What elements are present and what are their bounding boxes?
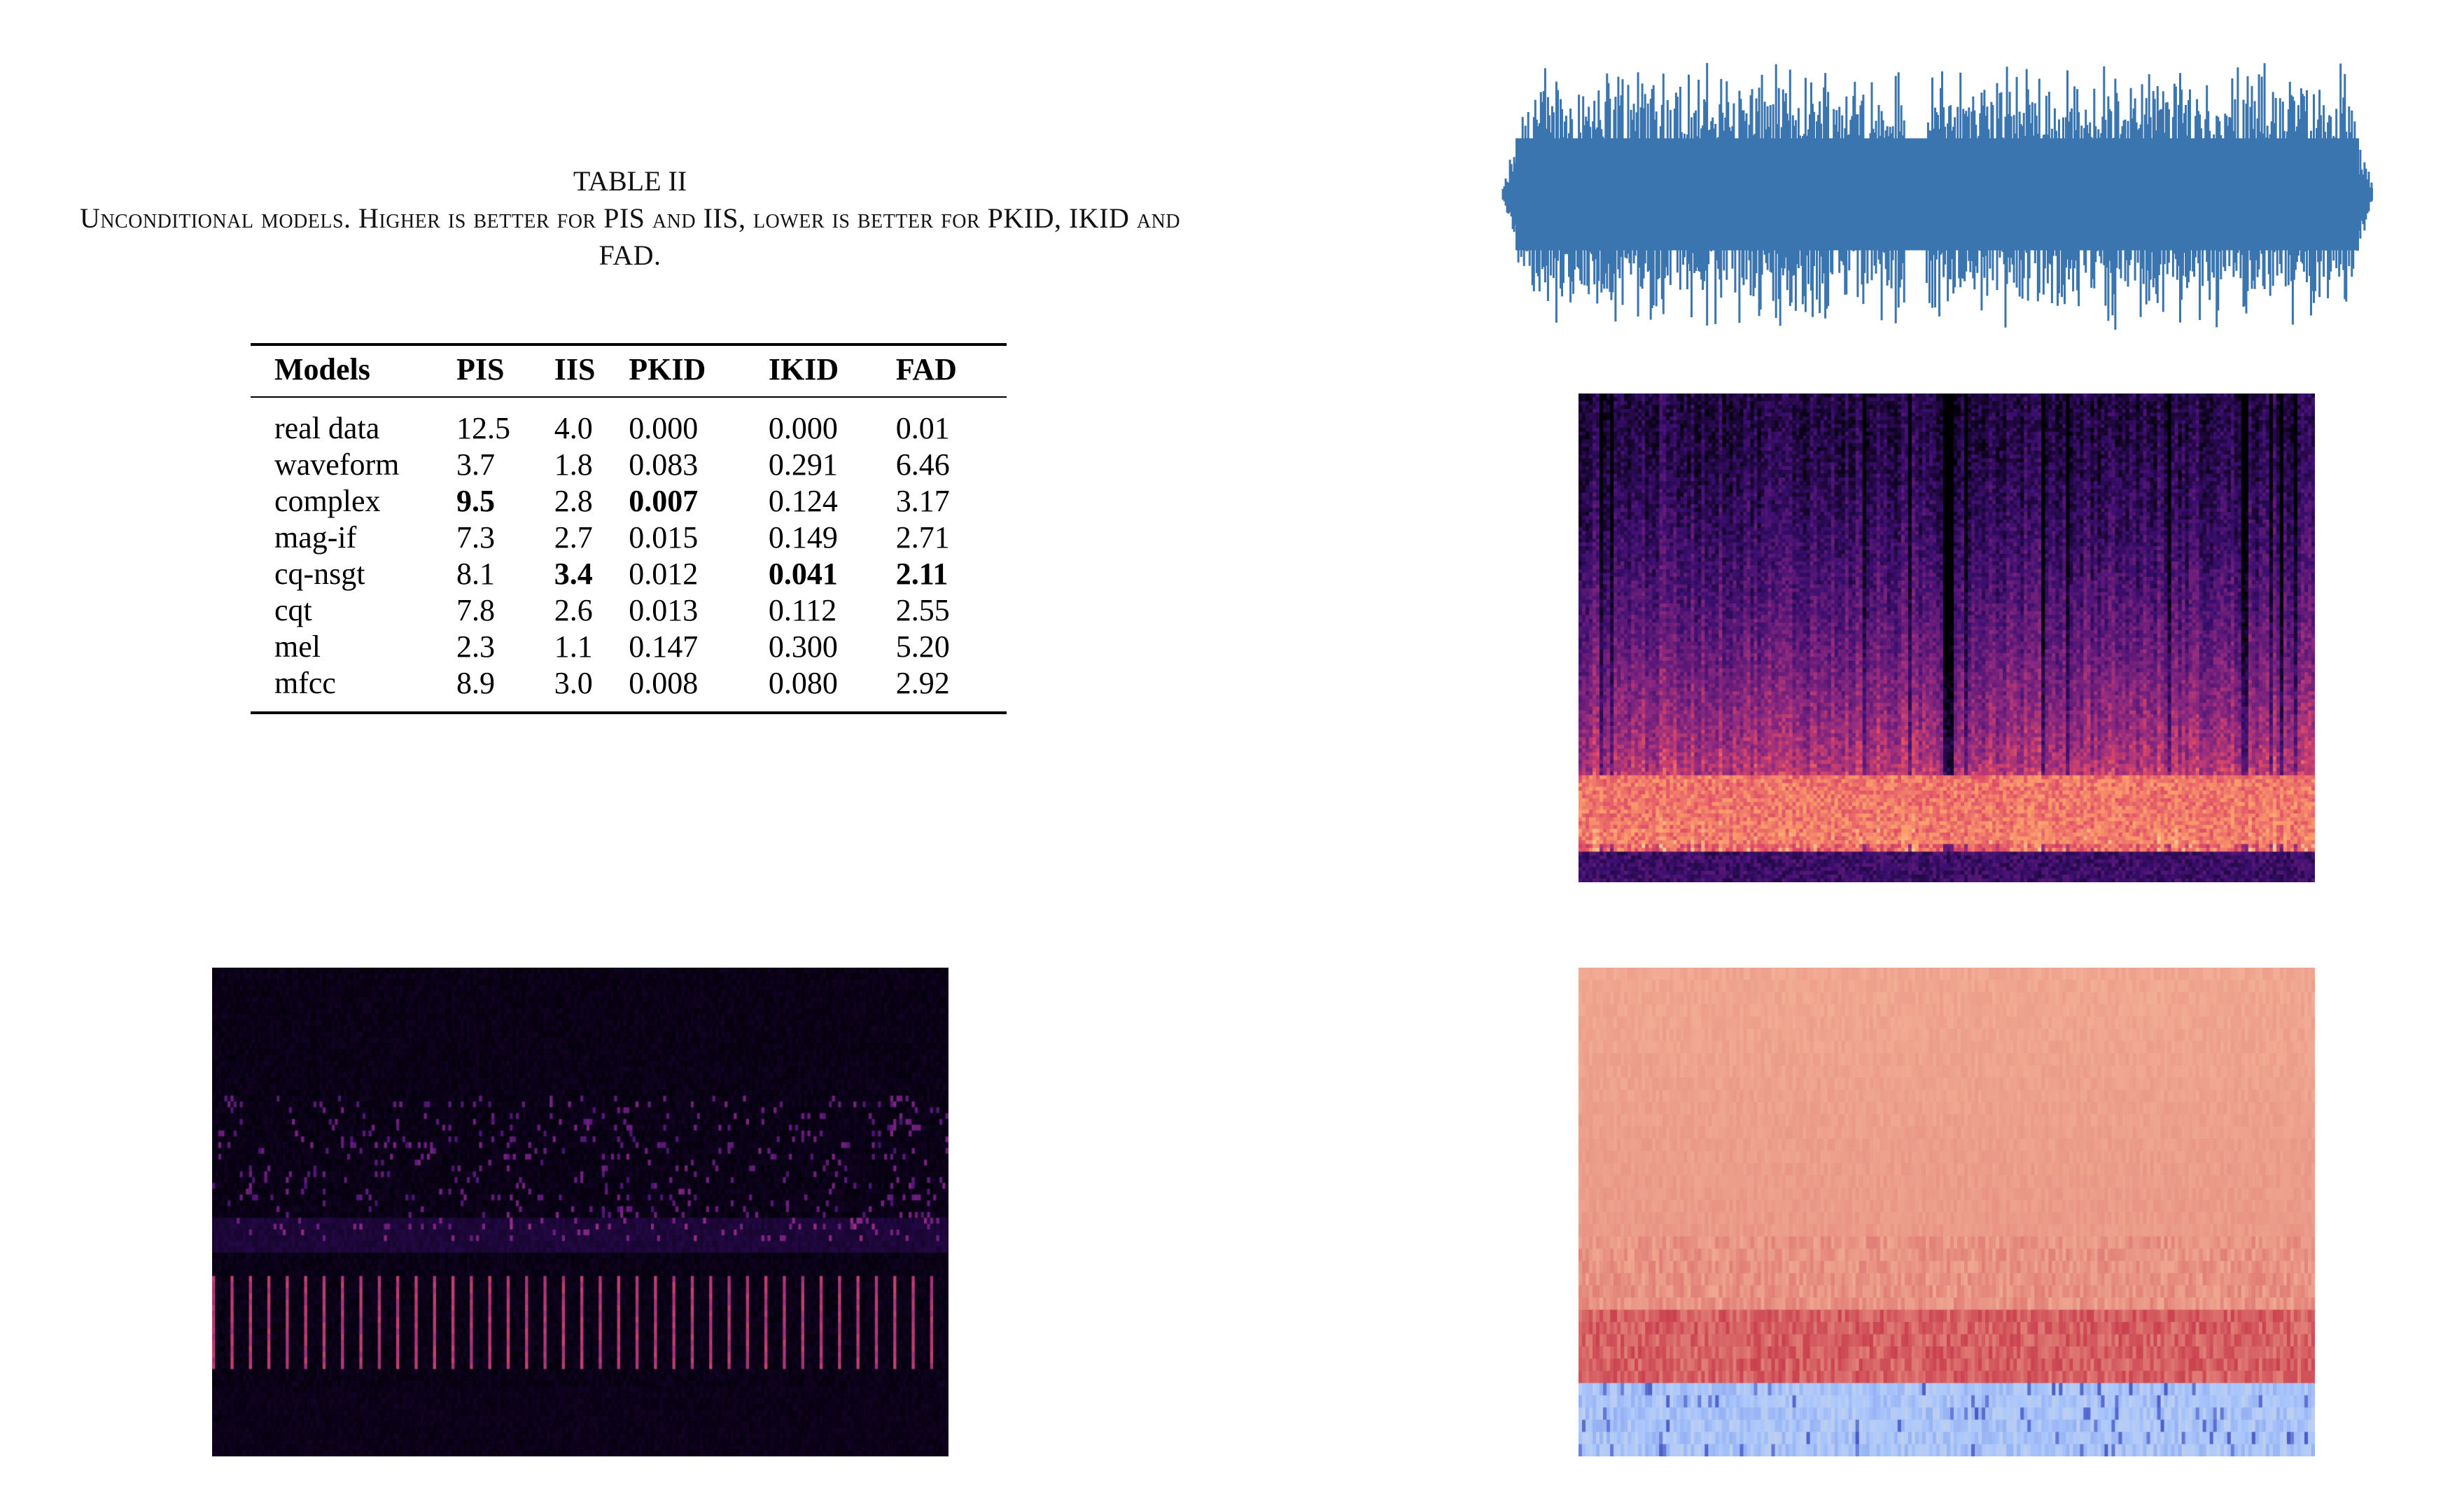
metric-cell: 0.008 [629, 665, 769, 714]
model-name-cell: mag-if [274, 520, 357, 555]
metric-cell: 1.1 [554, 629, 593, 664]
table-row: complex 9.5 2.8 0.007 0.124 3.17 [251, 483, 1007, 520]
table-row: mfcc 8.9 3.0 0.008 0.080 2.92 [251, 665, 1007, 714]
model-name-cell: mel [274, 629, 321, 664]
table-row: cqt 7.8 2.6 0.013 0.112 2.55 [251, 592, 1007, 629]
metric-cell: 0.000 [768, 411, 838, 445]
metric-cell: 2.7 [554, 520, 593, 555]
metric-cell: 0.012 [629, 557, 699, 591]
metric-cell: 8.1 [456, 557, 495, 591]
waveform-plot [1502, 63, 2373, 330]
metric-cell: 0.080 [768, 665, 896, 714]
table-caption: TABLE II Unconditional models. Higher is… [77, 162, 1183, 274]
metric-cell: 0.013 [629, 593, 699, 627]
metric-cell: 3.4 [554, 557, 593, 591]
table-row: real data 12.5 4.0 0.000 0.000 0.01 [251, 397, 1007, 447]
metric-cell: 0.000 [629, 411, 699, 445]
col-iis: IIS [554, 343, 629, 398]
table-row: mel 2.3 1.1 0.147 0.300 5.20 [251, 629, 1007, 665]
col-models: Models [251, 343, 456, 398]
results-table: Models PIS IIS PKID IKID FAD real data 12… [251, 343, 1007, 714]
metric-cell: 0.149 [768, 520, 838, 555]
cqt-spectrogram-image [212, 968, 948, 1456]
metric-cell: 0.015 [629, 520, 699, 555]
metric-cell: 2.92 [895, 665, 1007, 714]
metric-cell: 12.5 [456, 411, 510, 445]
col-ikid: IKID [768, 343, 896, 398]
metric-cell: 2.6 [554, 593, 593, 627]
model-name-cell: mfcc [251, 665, 456, 714]
col-pis: PIS [456, 343, 554, 398]
waveform-body [1516, 138, 2359, 251]
col-pkid: PKID [629, 343, 769, 398]
model-name-cell: cqt [274, 593, 312, 627]
metric-cell: 3.17 [895, 484, 950, 518]
table-header-row: Models PIS IIS PKID IKID FAD [251, 343, 1007, 398]
metric-cell: 2.55 [895, 593, 950, 627]
metric-cell: 2.11 [895, 557, 948, 591]
metric-cell: 2.71 [895, 520, 950, 555]
model-name-cell: real data [274, 411, 380, 445]
metric-cell: 7.3 [456, 520, 495, 555]
metric-cell: 3.7 [456, 447, 495, 482]
model-name-cell: waveform [274, 447, 400, 482]
table-row: waveform 3.7 1.8 0.083 0.291 6.46 [251, 447, 1007, 483]
metric-cell: 0.007 [629, 484, 699, 518]
metric-cell: 0.147 [629, 629, 699, 664]
metric-cell: 2.3 [456, 629, 495, 664]
metric-cell: 0.083 [629, 447, 699, 482]
metric-cell: 0.01 [895, 411, 950, 445]
spectrogram-image [1578, 394, 2315, 882]
metric-cell: 0.300 [768, 629, 838, 664]
col-fad: FAD [895, 343, 1007, 398]
table-row: mag-if 7.3 2.7 0.015 0.149 2.71 [251, 520, 1007, 556]
metric-cell: 0.124 [768, 484, 838, 518]
table-row: cq-nsgt 8.1 3.4 0.012 0.041 2.11 [251, 556, 1007, 592]
metric-cell: 8.9 [456, 665, 554, 714]
metric-cell: 7.8 [456, 593, 495, 627]
model-name-cell: cq-nsgt [274, 557, 365, 591]
mfcc-image [1578, 968, 2315, 1456]
metric-cell: 2.8 [554, 484, 593, 518]
metric-cell: 5.20 [895, 629, 950, 664]
metric-cell: 0.112 [768, 593, 837, 627]
metric-cell: 4.0 [554, 411, 593, 445]
metric-cell: 3.0 [554, 665, 629, 714]
caption-text: Unconditional models. Higher is better f… [79, 202, 1181, 271]
metric-cell: 1.8 [554, 447, 593, 482]
table-label: TABLE II [573, 165, 687, 197]
metric-cell: 0.041 [768, 557, 838, 591]
metric-cell: 9.5 [456, 484, 495, 518]
metric-cell: 0.291 [768, 447, 838, 482]
metric-cell: 6.46 [895, 447, 950, 482]
model-name-cell: complex [274, 484, 381, 518]
